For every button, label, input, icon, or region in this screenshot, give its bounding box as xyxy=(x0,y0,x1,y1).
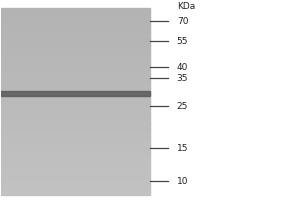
Bar xyxy=(2,71,150,74)
Bar xyxy=(2,55,150,57)
Bar xyxy=(2,43,150,46)
Bar xyxy=(2,180,150,183)
Bar xyxy=(2,104,150,106)
Bar xyxy=(2,178,150,181)
Bar xyxy=(2,129,150,132)
Bar xyxy=(2,29,150,32)
Bar xyxy=(2,101,150,104)
Bar xyxy=(2,97,150,99)
Bar xyxy=(2,122,150,125)
Text: 55: 55 xyxy=(177,37,188,46)
Bar xyxy=(2,117,150,120)
Bar xyxy=(2,94,150,97)
Bar xyxy=(2,190,150,192)
Bar xyxy=(2,87,150,90)
Bar xyxy=(2,185,150,188)
Bar xyxy=(2,73,150,76)
Bar xyxy=(2,41,150,43)
Bar xyxy=(2,115,150,118)
Bar xyxy=(2,169,150,171)
Bar xyxy=(2,91,150,96)
Bar xyxy=(2,48,150,50)
Bar xyxy=(2,120,150,123)
Bar xyxy=(2,183,150,185)
Bar xyxy=(2,27,150,29)
Bar xyxy=(2,136,150,139)
Bar xyxy=(2,145,150,148)
Bar xyxy=(2,159,150,162)
Bar xyxy=(2,8,150,11)
Bar xyxy=(2,34,150,36)
Bar xyxy=(2,76,150,78)
Bar xyxy=(2,134,150,137)
Bar xyxy=(2,38,150,41)
Bar xyxy=(2,111,150,113)
Bar xyxy=(2,141,150,143)
Bar xyxy=(2,78,150,81)
Bar xyxy=(2,166,150,169)
Text: 15: 15 xyxy=(177,144,188,153)
Bar xyxy=(2,36,150,39)
Bar xyxy=(2,162,150,164)
Text: 10: 10 xyxy=(177,177,188,186)
Bar xyxy=(2,173,150,176)
Bar xyxy=(2,152,150,155)
Bar xyxy=(2,64,150,67)
Bar xyxy=(2,45,150,48)
Bar xyxy=(2,143,150,146)
Bar xyxy=(2,17,150,20)
Text: 25: 25 xyxy=(177,102,188,111)
Bar xyxy=(2,80,150,83)
Bar xyxy=(2,52,150,55)
Bar xyxy=(2,192,150,195)
Text: KDa: KDa xyxy=(177,2,195,11)
Bar xyxy=(2,62,150,64)
Bar xyxy=(2,85,150,88)
Bar xyxy=(2,66,150,69)
Bar xyxy=(2,150,150,153)
Bar xyxy=(2,171,150,174)
Bar xyxy=(2,113,150,116)
Bar xyxy=(2,15,150,18)
Bar xyxy=(2,92,150,95)
Bar xyxy=(2,176,150,178)
Bar xyxy=(2,90,150,92)
Bar xyxy=(2,138,150,141)
Bar xyxy=(2,20,150,22)
Bar xyxy=(2,124,150,127)
Bar xyxy=(2,148,150,150)
Bar xyxy=(2,57,150,60)
Bar xyxy=(2,24,150,27)
Bar xyxy=(2,69,150,71)
Bar xyxy=(2,187,150,190)
Bar xyxy=(2,106,150,109)
Bar xyxy=(2,13,150,15)
Bar xyxy=(2,59,150,62)
Text: 40: 40 xyxy=(177,63,188,72)
Bar xyxy=(2,164,150,167)
Bar xyxy=(2,155,150,157)
Text: 35: 35 xyxy=(177,74,188,83)
Bar xyxy=(2,127,150,130)
Bar xyxy=(2,83,150,85)
Bar xyxy=(2,108,150,111)
Bar xyxy=(2,99,150,102)
Bar xyxy=(2,50,150,53)
Text: 70: 70 xyxy=(177,17,188,26)
Bar xyxy=(2,31,150,34)
Bar xyxy=(2,157,150,160)
Bar xyxy=(2,22,150,25)
Bar xyxy=(2,10,150,13)
Bar xyxy=(2,131,150,134)
